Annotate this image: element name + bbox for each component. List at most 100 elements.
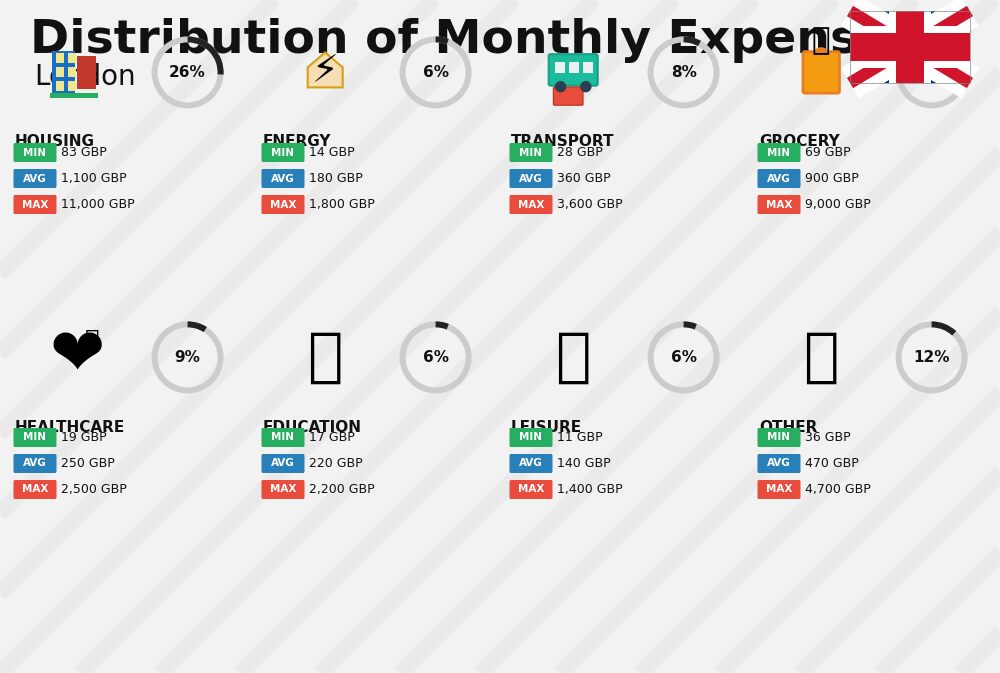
Text: 250 GBP: 250 GBP — [61, 457, 115, 470]
FancyBboxPatch shape — [758, 169, 800, 188]
Text: TRANSPORT: TRANSPORT — [511, 135, 614, 149]
FancyBboxPatch shape — [262, 480, 304, 499]
FancyBboxPatch shape — [510, 195, 552, 214]
Text: MAX: MAX — [22, 199, 48, 209]
FancyBboxPatch shape — [56, 67, 64, 77]
Text: MAX: MAX — [270, 485, 296, 495]
FancyBboxPatch shape — [52, 51, 75, 94]
Text: HEALTHCARE: HEALTHCARE — [15, 419, 125, 435]
Text: MIN: MIN — [520, 147, 542, 157]
Text: 140 GBP: 140 GBP — [557, 457, 611, 470]
Wedge shape — [684, 322, 697, 330]
Text: ENERGY: ENERGY — [263, 135, 332, 149]
Text: 8%: 8% — [671, 65, 697, 80]
FancyBboxPatch shape — [68, 67, 76, 77]
Text: 11 GBP: 11 GBP — [557, 431, 603, 444]
Text: MIN: MIN — [768, 433, 790, 443]
Text: LEISURE: LEISURE — [511, 419, 582, 435]
FancyBboxPatch shape — [510, 454, 552, 473]
Text: MAX: MAX — [518, 199, 544, 209]
Wedge shape — [648, 322, 720, 394]
Text: ➕: ➕ — [85, 328, 99, 352]
FancyBboxPatch shape — [14, 480, 56, 499]
Text: ❤️: ❤️ — [50, 326, 105, 390]
Wedge shape — [436, 322, 449, 330]
Text: MAX: MAX — [766, 485, 792, 495]
Wedge shape — [400, 322, 472, 394]
Text: 1,400 GBP: 1,400 GBP — [557, 483, 623, 496]
Wedge shape — [188, 36, 224, 75]
FancyBboxPatch shape — [14, 428, 56, 447]
FancyBboxPatch shape — [14, 169, 56, 188]
Text: 28 GBP: 28 GBP — [557, 146, 603, 159]
FancyBboxPatch shape — [68, 81, 76, 91]
Text: 27%: 27% — [913, 65, 950, 80]
Text: 180 GBP: 180 GBP — [309, 172, 363, 185]
FancyBboxPatch shape — [555, 62, 565, 73]
Wedge shape — [896, 36, 968, 108]
Text: 1,800 GBP: 1,800 GBP — [309, 198, 375, 211]
FancyBboxPatch shape — [569, 62, 579, 73]
Text: 6%: 6% — [423, 350, 449, 365]
Text: MIN: MIN — [24, 147, 46, 157]
Text: EDUCATION: EDUCATION — [263, 419, 362, 435]
Wedge shape — [896, 322, 968, 394]
FancyBboxPatch shape — [510, 480, 552, 499]
Text: 🛍️: 🛍️ — [556, 329, 591, 386]
Text: 470 GBP: 470 GBP — [805, 457, 859, 470]
Text: MIN: MIN — [24, 433, 46, 443]
Wedge shape — [152, 36, 224, 108]
Text: 3,600 GBP: 3,600 GBP — [557, 198, 623, 211]
FancyBboxPatch shape — [14, 143, 56, 162]
FancyBboxPatch shape — [583, 62, 593, 73]
Text: Distribution of Monthly Expenses: Distribution of Monthly Expenses — [30, 18, 918, 63]
Circle shape — [581, 81, 591, 92]
Text: AVG: AVG — [23, 458, 47, 468]
FancyBboxPatch shape — [14, 195, 56, 214]
FancyBboxPatch shape — [262, 454, 304, 473]
Text: 2,200 GBP: 2,200 GBP — [309, 483, 375, 496]
Text: 🎓: 🎓 — [308, 329, 343, 386]
Text: AVG: AVG — [519, 458, 543, 468]
FancyBboxPatch shape — [262, 143, 304, 162]
Text: 900 GBP: 900 GBP — [805, 172, 859, 185]
Text: 69 GBP: 69 GBP — [805, 146, 851, 159]
Wedge shape — [152, 322, 224, 394]
Text: 1,100 GBP: 1,100 GBP — [61, 172, 127, 185]
Text: AVG: AVG — [519, 174, 543, 184]
Text: 🥦: 🥦 — [812, 27, 831, 56]
Text: ⚡: ⚡ — [312, 55, 339, 90]
FancyBboxPatch shape — [510, 428, 552, 447]
FancyBboxPatch shape — [50, 93, 98, 98]
FancyBboxPatch shape — [510, 143, 552, 162]
Text: 17 GBP: 17 GBP — [309, 431, 355, 444]
FancyBboxPatch shape — [803, 52, 839, 93]
FancyBboxPatch shape — [262, 428, 304, 447]
Polygon shape — [308, 52, 343, 87]
Text: 11,000 GBP: 11,000 GBP — [61, 198, 135, 211]
FancyBboxPatch shape — [549, 54, 598, 85]
Text: 12%: 12% — [913, 350, 950, 365]
FancyBboxPatch shape — [553, 87, 583, 105]
Wedge shape — [188, 322, 207, 332]
FancyBboxPatch shape — [510, 169, 552, 188]
Text: MAX: MAX — [270, 199, 296, 209]
Text: MAX: MAX — [766, 199, 792, 209]
Text: London: London — [34, 63, 136, 91]
Text: 19 GBP: 19 GBP — [61, 431, 107, 444]
FancyBboxPatch shape — [758, 143, 800, 162]
Wedge shape — [400, 36, 472, 108]
Text: MAX: MAX — [22, 485, 48, 495]
Text: 2,500 GBP: 2,500 GBP — [61, 483, 127, 496]
FancyBboxPatch shape — [758, 195, 800, 214]
FancyBboxPatch shape — [262, 169, 304, 188]
Text: 6%: 6% — [423, 65, 449, 80]
FancyBboxPatch shape — [77, 56, 96, 89]
Text: 6%: 6% — [671, 350, 697, 365]
FancyBboxPatch shape — [14, 454, 56, 473]
Text: MAX: MAX — [518, 485, 544, 495]
FancyBboxPatch shape — [758, 428, 800, 447]
Wedge shape — [684, 36, 701, 46]
Text: MIN: MIN — [768, 147, 790, 157]
FancyBboxPatch shape — [758, 480, 800, 499]
